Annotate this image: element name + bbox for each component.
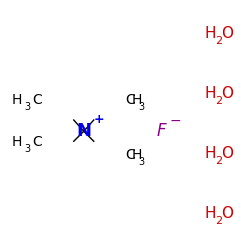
Text: 3: 3 xyxy=(138,102,144,112)
Text: F: F xyxy=(156,122,166,140)
Text: H: H xyxy=(132,93,142,107)
Text: 3: 3 xyxy=(24,102,30,112)
Text: 3: 3 xyxy=(24,144,30,154)
Text: O: O xyxy=(221,26,233,41)
Text: 2: 2 xyxy=(216,36,223,46)
Text: −: − xyxy=(169,114,181,128)
Text: 2: 2 xyxy=(216,96,223,106)
Text: O: O xyxy=(221,86,233,101)
Text: 2: 2 xyxy=(216,156,223,166)
Text: O: O xyxy=(221,146,233,161)
Text: 3: 3 xyxy=(138,157,144,167)
Text: 2: 2 xyxy=(216,216,223,226)
Text: H: H xyxy=(205,86,216,101)
Text: H: H xyxy=(132,148,142,162)
Text: H: H xyxy=(12,93,22,107)
Text: N: N xyxy=(76,122,91,140)
Text: H: H xyxy=(12,136,22,149)
Text: H: H xyxy=(205,26,216,41)
Text: H: H xyxy=(205,206,216,221)
Text: C: C xyxy=(32,93,42,107)
Text: H: H xyxy=(205,146,216,161)
Text: C: C xyxy=(32,136,42,149)
Text: O: O xyxy=(221,206,233,221)
Text: +: + xyxy=(93,113,104,126)
Text: C: C xyxy=(125,148,135,162)
Text: C: C xyxy=(125,93,135,107)
